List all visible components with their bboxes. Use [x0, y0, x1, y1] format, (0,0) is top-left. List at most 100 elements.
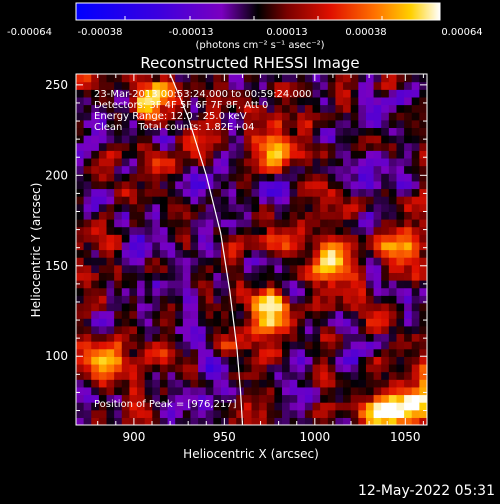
heatmap-cell [159, 402, 169, 411]
heatmap-cell [282, 310, 291, 319]
heatmap-cell [335, 196, 344, 205]
heatmap-cell [304, 234, 314, 243]
heatmap-cell [358, 333, 367, 342]
heatmap-cell [388, 157, 398, 167]
heatmap-cell [396, 318, 405, 327]
heatmap-cell [381, 241, 390, 251]
heatmap-cell [220, 203, 230, 212]
heatmap-cell [419, 234, 427, 243]
heatmap-cell [411, 295, 420, 304]
heatmap-cell [243, 287, 253, 296]
heatmap-cell [167, 150, 176, 159]
heatmap-cell [396, 150, 405, 159]
heatmap-cell [320, 356, 329, 365]
heatmap-cell [83, 318, 92, 327]
heatmap-cell [350, 96, 359, 106]
heatmap-cell [159, 104, 169, 113]
heatmap-cell [220, 249, 230, 258]
heatmap-cell [175, 150, 184, 159]
heatmap-cell [76, 104, 85, 113]
heatmap-cell [220, 302, 230, 312]
heatmap-cell [297, 150, 306, 159]
heatmap-cell [327, 272, 337, 281]
heatmap-cell [274, 325, 283, 335]
heatmap-cell [373, 363, 382, 373]
heatmap-cell [137, 272, 146, 281]
heatmap-cell [91, 127, 100, 136]
heatmap-cell [144, 119, 153, 129]
heatmap-cell [98, 325, 108, 335]
heatmap-cell [129, 371, 138, 380]
heatmap-cell [236, 74, 245, 83]
heatmap-cell [320, 264, 329, 273]
heatmap-cell [236, 89, 245, 98]
heatmap-cell [83, 104, 92, 113]
heatmap-cell [190, 379, 199, 388]
heatmap-cell [114, 386, 123, 396]
heatmap-cell [198, 188, 207, 197]
heatmap-cell [373, 310, 382, 319]
heatmap-cell [213, 74, 222, 83]
heatmap-cell [83, 333, 92, 342]
heatmap-cell [282, 371, 291, 380]
heatmap-cell [358, 157, 367, 167]
heatmap-cell [365, 96, 375, 106]
heatmap-cell [282, 74, 291, 83]
heatmap-cell [304, 127, 314, 136]
heatmap-cell [106, 135, 115, 144]
heatmap-cell [182, 173, 192, 182]
heatmap-cell [259, 142, 268, 151]
heatmap-image [76, 74, 427, 425]
heatmap-cell [304, 188, 314, 197]
heatmap-cell [98, 196, 108, 205]
heatmap-cell [190, 325, 199, 335]
heatmap-cell [144, 180, 153, 190]
heatmap-cell [167, 211, 176, 220]
heatmap-cell [373, 302, 382, 312]
heatmap-cell [335, 371, 344, 380]
heatmap-cell [137, 157, 146, 167]
heatmap-cell [175, 226, 184, 235]
heatmap-cell [396, 371, 405, 380]
heatmap-cell [396, 409, 405, 418]
heatmap-cell [83, 211, 92, 220]
heatmap-cell [327, 302, 337, 312]
heatmap-cell [243, 135, 253, 144]
heatmap-cell [289, 180, 298, 190]
heatmap-cell [304, 280, 314, 289]
heatmap-cell [388, 287, 398, 296]
heatmap-cell [198, 119, 207, 129]
heatmap-cell [144, 386, 153, 396]
heatmap-cell [182, 402, 192, 411]
heatmap-cell [159, 257, 169, 266]
heatmap-cell [243, 409, 253, 418]
heatmap-cell [404, 257, 413, 266]
heatmap-cell [198, 295, 207, 304]
heatmap-cell [343, 218, 352, 228]
heatmap-cell [220, 272, 230, 281]
heatmap-cell [243, 157, 253, 167]
heatmap-cell [411, 257, 420, 266]
heatmap-cell [167, 371, 176, 380]
heatmap-cell [76, 318, 85, 327]
heatmap-cell [343, 371, 352, 380]
heatmap-cell [251, 96, 260, 106]
heatmap-cell [76, 363, 85, 373]
heatmap-cell [297, 119, 306, 129]
heatmap-cell [335, 104, 344, 113]
heatmap-cell [381, 226, 390, 235]
heatmap-cell [259, 249, 268, 258]
heatmap-cell [83, 287, 92, 296]
heatmap-cell [198, 196, 207, 205]
heatmap-cell [167, 241, 176, 251]
heatmap-cell [182, 295, 192, 304]
heatmap-cell [220, 89, 230, 98]
heatmap-cell [411, 173, 420, 182]
heatmap-cell [251, 157, 260, 167]
heatmap-cell [205, 226, 214, 235]
heatmap-cell [381, 325, 390, 335]
heatmap-cell [228, 226, 237, 235]
heatmap-cell [159, 89, 169, 98]
heatmap-cell [304, 157, 314, 167]
heatmap-cell [259, 310, 268, 319]
